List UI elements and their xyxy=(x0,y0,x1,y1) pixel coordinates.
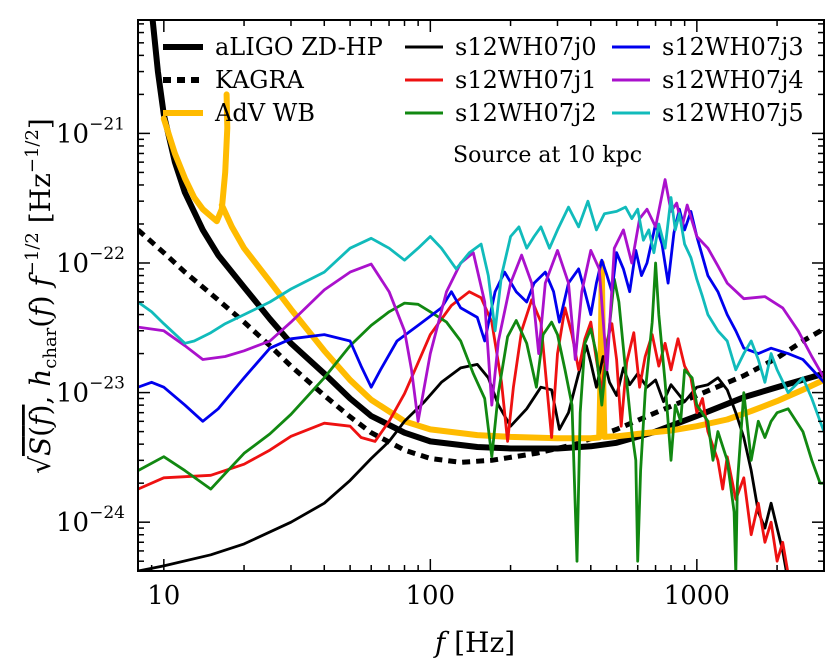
y-axis-label: √S(f), hchar(f) f−1/2 [Hz−1/2] xyxy=(22,118,61,474)
series-line-adv-wb xyxy=(160,91,824,442)
legend-label-s12wh07j3: s12WH07j3 xyxy=(662,33,804,61)
legend-label-s12wh07j5: s12WH07j5 xyxy=(662,99,804,127)
y-tick-label: 10−22 xyxy=(56,244,125,279)
series-line-s12wh07j0 xyxy=(138,344,788,571)
tick-labels-layer: 10 100 1000 10−24 10−23 10−22 10−21 xyxy=(56,114,730,611)
x-tick-label: 100 xyxy=(405,581,455,611)
y-tick-label: 10−24 xyxy=(56,503,125,538)
series-layer xyxy=(138,20,824,571)
y-tick-label: 10−23 xyxy=(56,374,125,409)
y-tick-label: 10−21 xyxy=(56,114,125,149)
legend: aLIGO ZD-HP KAGRA AdV WB s12WH07j0 s12WH07j1… xyxy=(163,33,804,127)
source-annotation: Source at 10 kpc xyxy=(453,143,642,168)
plot-frame xyxy=(137,19,825,572)
series-line-s12wh07j5 xyxy=(138,196,824,433)
legend-label-aligo-zd-hp: aLIGO ZD-HP xyxy=(215,33,383,61)
series-line-s12wh07j4 xyxy=(138,178,824,423)
legend-label-s12wh07j1: s12WH07j1 xyxy=(455,66,597,94)
x-axis-label: f [Hz] xyxy=(433,626,515,659)
legend-label-s12wh07j2: s12WH07j2 xyxy=(455,99,597,127)
series-line-s12wh07j3 xyxy=(138,207,824,423)
x-tick-label: 10 xyxy=(147,581,180,611)
legend-label-s12wh07j0: s12WH07j0 xyxy=(455,33,597,61)
legend-label-adv-wb: AdV WB xyxy=(214,99,315,127)
x-tick-label: 1000 xyxy=(664,581,730,611)
legend-label-kagra: KAGRA xyxy=(215,66,305,94)
legend-label-s12wh07j4: s12WH07j4 xyxy=(662,66,804,94)
svg-text:√S(f), hchar(f) f−1/2 [Hz−1/: √S(f), hchar(f) f−1/2 [Hz−1/2] xyxy=(22,118,61,474)
